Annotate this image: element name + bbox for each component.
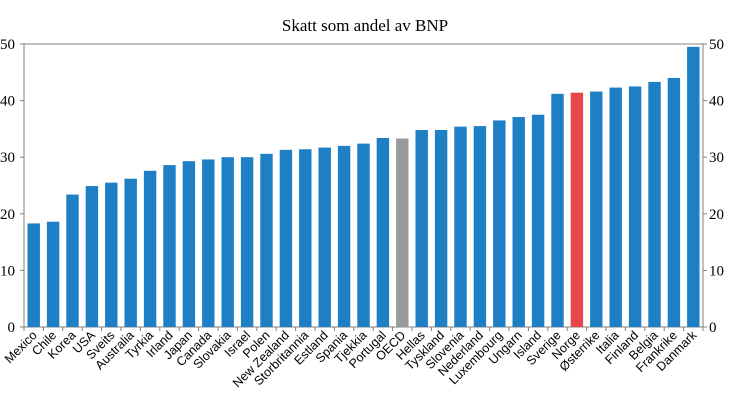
bar-danmark [687, 46, 700, 328]
y-tick-label-right: 20 [709, 207, 724, 223]
y-tick-label-left: 20 [0, 207, 15, 223]
bar-polen [260, 153, 273, 327]
bar-canada [202, 159, 215, 327]
bar-italia [609, 87, 622, 327]
bar-usa [85, 186, 99, 327]
bar-storbritannia [299, 149, 312, 327]
bar-tjekkia [357, 143, 370, 327]
bar-irland [163, 165, 176, 327]
y-axis-left: 0 10 20 30 40 50 [0, 37, 24, 336]
bar-portugal [376, 137, 390, 327]
bar-slovenia [454, 126, 467, 327]
bar-tyrkia [143, 170, 157, 327]
y-tick-label-right: 50 [709, 37, 724, 53]
bar-nederland [473, 126, 487, 327]
bar-luxembourg [493, 120, 506, 327]
bar-sverige [551, 93, 564, 327]
bar-oecd [396, 138, 409, 327]
x-axis-labels: MexicoChileKoreaUSASveitsAustraliaTyrkia… [2, 327, 704, 390]
bar-slovakia [221, 157, 234, 327]
y-tick-label-left: 50 [0, 37, 15, 53]
y-tick-label-left: 0 [8, 320, 16, 336]
y-tick-label-right: 0 [709, 320, 717, 336]
y-tick-label-right: 30 [709, 150, 724, 166]
bar-tyskland [434, 130, 448, 327]
bar-frankrike [667, 77, 681, 328]
bar-island [531, 114, 545, 327]
y-tick-label-left: 30 [0, 150, 15, 166]
bar-belgia [648, 81, 661, 327]
y-tick-label-left: 40 [0, 94, 15, 110]
bar-finland [628, 86, 642, 327]
bar-israel [240, 157, 254, 327]
y-tick-label-left: 10 [0, 263, 15, 279]
bar-estland [318, 147, 331, 327]
bar-japan [182, 161, 196, 327]
bar-norge [570, 92, 584, 328]
bar-hellas [415, 130, 428, 327]
bar-korea [66, 194, 79, 327]
y-axis-right: 0 10 20 30 40 50 [703, 37, 724, 336]
bar-ungarn [512, 117, 525, 327]
bar-sveits [105, 182, 118, 327]
bar-spania [337, 145, 351, 327]
bar-new-zealand [279, 149, 293, 327]
y-tick-label-right: 40 [709, 94, 724, 110]
y-tick-label-right: 10 [709, 263, 724, 279]
bars [27, 46, 700, 328]
bar-australia [124, 178, 137, 327]
bar-mexico [27, 223, 40, 327]
chart-title: Skatt som andel av BNP [282, 16, 448, 35]
bar-chile [46, 221, 60, 327]
bar-østerrike [590, 91, 603, 327]
